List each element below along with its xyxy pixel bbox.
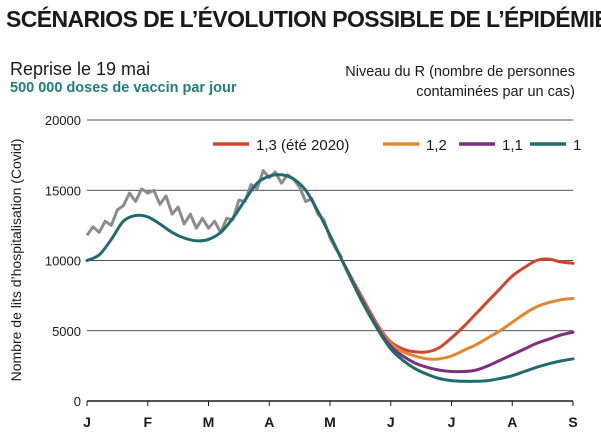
- y-tick-label: 0: [74, 394, 81, 409]
- legend-label-r13: 1,3 (été 2020): [256, 137, 349, 154]
- chart-subtitle: Reprise le 19 mai: [10, 59, 151, 79]
- legend: 1,3 (été 2020) 1,2 1,1 1: [213, 137, 581, 154]
- x-tick-label: J: [83, 414, 91, 430]
- legend-title-line1: Niveau du R (nombre de personnes: [345, 64, 575, 80]
- legend-title-line2: contaminées par un cas): [416, 84, 575, 100]
- legend-title: Niveau du R (nombre de personnes contami…: [275, 62, 575, 102]
- legend-label-r12: 1,2: [426, 137, 447, 154]
- y-tick-label: 5000: [52, 324, 81, 339]
- x-tick-label: J: [387, 414, 395, 430]
- series-line-r1: [85, 173, 575, 383]
- x-tick-label: M: [203, 414, 215, 430]
- series-line-observed: [85, 169, 344, 259]
- x-tick-label: S: [568, 414, 577, 430]
- x-tick-label: A: [264, 414, 274, 430]
- legend-label-r1: 1: [573, 137, 581, 154]
- x-tick-label: A: [507, 414, 517, 430]
- x-tick-label: M: [324, 414, 336, 430]
- chart-subtitle-vaccine: 500 000 doses de vaccin par jour: [10, 80, 237, 96]
- series-line-r11: [340, 259, 575, 374]
- x-tick-label: J: [448, 414, 456, 430]
- y-tick-labels: 0 5000 10000 15000 20000: [45, 113, 81, 409]
- y-axis-label: Nombre de lits d’hospitalisation (Covid): [8, 139, 24, 382]
- series-lines: [85, 169, 575, 383]
- y-tick-label: 10000: [45, 254, 81, 269]
- y-tick-label: 20000: [45, 113, 81, 128]
- x-tick-label: F: [143, 414, 152, 430]
- chart-title: SCÉNARIOS DE L’ÉVOLUTION POSSIBLE DE L’É…: [6, 6, 601, 32]
- series-line-r12: [340, 259, 575, 361]
- legend-label-r11: 1,1: [502, 137, 523, 154]
- y-tick-label: 15000: [45, 183, 81, 198]
